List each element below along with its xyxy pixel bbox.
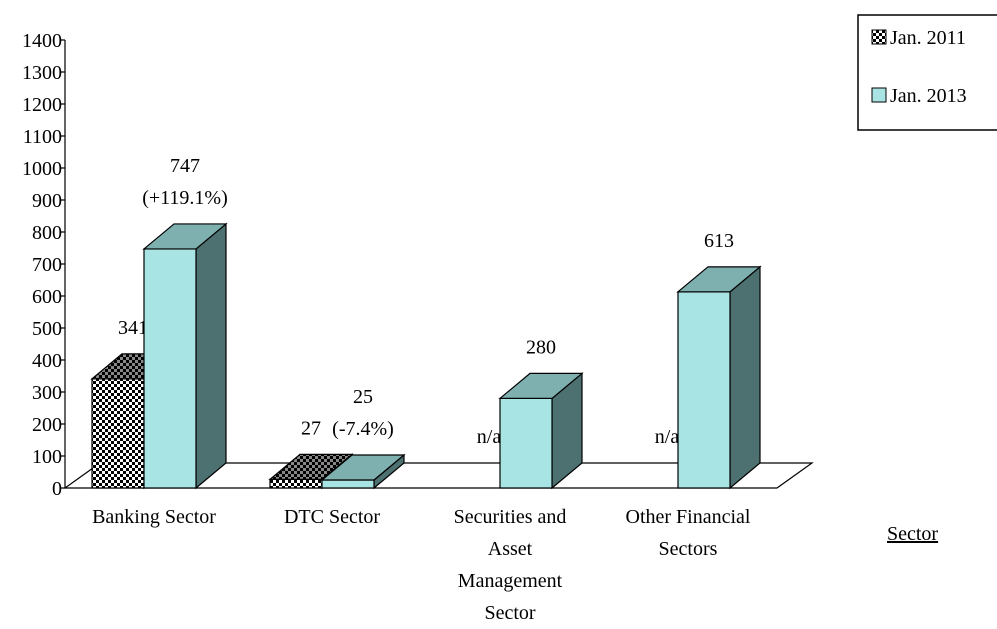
y-tick-label: 500 bbox=[32, 318, 62, 340]
value-label: 747 (+119.1%) bbox=[142, 155, 228, 209]
y-tick-label: 1000 bbox=[22, 158, 62, 180]
x-tick-label: Securities and Asset Management Sector bbox=[454, 506, 567, 624]
y-tick-label: 300 bbox=[32, 382, 62, 404]
value-label: 280 bbox=[526, 336, 556, 358]
x-axis-label: Sector bbox=[887, 523, 938, 545]
bar bbox=[677, 291, 731, 489]
bar-side bbox=[729, 265, 761, 490]
y-tick-label: 1400 bbox=[22, 30, 62, 52]
value-label: n/a bbox=[477, 426, 502, 448]
bar bbox=[269, 478, 323, 489]
y-tick-label: 1100 bbox=[23, 126, 62, 148]
y-tick-label: 1200 bbox=[22, 94, 62, 116]
value-label: n/a bbox=[655, 426, 680, 448]
y-tick-label: 200 bbox=[32, 414, 62, 436]
y-tick-label: 0 bbox=[52, 478, 62, 500]
value-label: 341 bbox=[118, 317, 148, 339]
y-tick-label: 600 bbox=[32, 286, 62, 308]
value-label: 25 (-7.4%) bbox=[332, 386, 394, 440]
bar-top bbox=[320, 454, 406, 481]
y-tick-label: 1300 bbox=[22, 62, 62, 84]
x-tick-label: Banking Sector bbox=[92, 506, 216, 528]
y-tick-label: 700 bbox=[32, 254, 62, 276]
bar bbox=[499, 397, 553, 489]
bar-top bbox=[142, 223, 228, 250]
bar-top bbox=[498, 372, 584, 399]
bar-top bbox=[268, 453, 354, 480]
y-tick-label: 900 bbox=[32, 190, 62, 212]
bar-side bbox=[195, 222, 227, 490]
value-label: 613 bbox=[704, 230, 734, 252]
legend-swatch bbox=[871, 29, 887, 45]
y-tick-label: 800 bbox=[32, 222, 62, 244]
bar bbox=[321, 479, 375, 489]
y-tick-label: 400 bbox=[32, 350, 62, 372]
y-tick-label: 100 bbox=[32, 446, 62, 468]
legend-swatch bbox=[871, 87, 887, 103]
bar bbox=[91, 378, 145, 489]
x-tick-label: Other Financial Sectors bbox=[626, 506, 751, 560]
bar-top bbox=[676, 266, 762, 293]
legend-label: Jan. 2011 bbox=[890, 27, 966, 49]
x-tick-label: DTC Sector bbox=[284, 506, 380, 528]
bar bbox=[143, 248, 197, 489]
legend-label: Jan. 2013 bbox=[890, 85, 967, 107]
value-label: 27 bbox=[301, 417, 321, 439]
